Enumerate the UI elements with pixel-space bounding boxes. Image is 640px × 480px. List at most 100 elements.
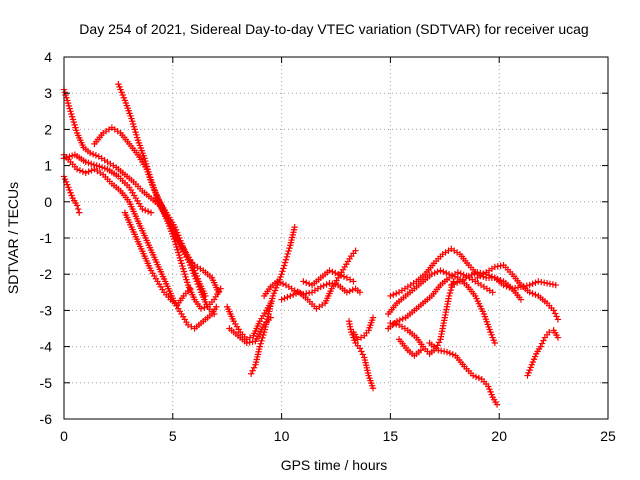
data-point bbox=[471, 270, 478, 277]
data-point bbox=[369, 314, 377, 321]
data-point bbox=[358, 348, 365, 355]
data-point bbox=[554, 316, 562, 323]
data-point bbox=[523, 282, 530, 289]
data-point bbox=[258, 337, 265, 345]
data-point bbox=[540, 279, 548, 286]
data-point bbox=[188, 323, 195, 330]
data-point bbox=[88, 167, 95, 174]
data-point bbox=[92, 152, 100, 159]
data-point bbox=[437, 267, 444, 274]
data-point bbox=[454, 269, 462, 276]
series-arc-25 bbox=[524, 327, 562, 379]
data-point bbox=[256, 343, 264, 350]
x-tick-label: 15 bbox=[383, 428, 399, 444]
data-point bbox=[76, 167, 84, 174]
data-point bbox=[213, 303, 220, 310]
data-point bbox=[260, 331, 267, 339]
series-arc-15 bbox=[345, 318, 377, 392]
data-point bbox=[142, 207, 149, 214]
data-point bbox=[537, 343, 544, 350]
x-tick-label: 0 bbox=[60, 428, 68, 444]
chart-title: Day 254 of 2021, Sidereal Day-to-day VTE… bbox=[79, 21, 588, 37]
data-point bbox=[147, 209, 155, 216]
data-point bbox=[503, 283, 510, 290]
data-point bbox=[326, 280, 333, 287]
data-point bbox=[393, 318, 401, 325]
series-arc-22 bbox=[426, 339, 501, 408]
data-point bbox=[287, 292, 294, 300]
series-arc-14 bbox=[300, 267, 357, 289]
data-point bbox=[276, 279, 284, 286]
data-point bbox=[526, 281, 533, 289]
data-point bbox=[451, 280, 458, 288]
data-point bbox=[472, 373, 480, 380]
data-point bbox=[210, 310, 218, 318]
data-point bbox=[337, 272, 345, 279]
data-point bbox=[387, 319, 394, 327]
data-point bbox=[305, 280, 313, 288]
data-point bbox=[506, 284, 513, 291]
data-point bbox=[469, 372, 477, 379]
data-point bbox=[511, 284, 519, 292]
data-point bbox=[553, 313, 560, 320]
data-point bbox=[440, 348, 448, 355]
data-point bbox=[85, 168, 92, 175]
data-point bbox=[446, 350, 454, 357]
data-point bbox=[500, 281, 507, 289]
axis-ticks bbox=[63, 56, 609, 420]
data-point bbox=[396, 316, 404, 324]
data-point bbox=[197, 305, 205, 312]
data-point bbox=[443, 269, 450, 277]
data-point bbox=[532, 279, 539, 286]
data-point bbox=[453, 279, 461, 286]
data-point bbox=[517, 296, 525, 303]
data-point bbox=[343, 289, 351, 296]
data-point bbox=[292, 290, 300, 297]
series-arc-1 bbox=[60, 86, 222, 296]
data-point bbox=[440, 268, 447, 275]
data-point bbox=[468, 271, 475, 279]
y-axis-tick-labels: -6 -5 -4 -3 -2 -1 0 1 2 3 4 bbox=[40, 49, 53, 427]
data-point bbox=[538, 278, 545, 286]
data-point bbox=[387, 292, 394, 300]
series-arc-8 bbox=[121, 209, 194, 309]
data-point bbox=[82, 169, 89, 177]
data-point bbox=[546, 280, 554, 288]
data-point bbox=[249, 338, 256, 345]
data-point bbox=[74, 205, 82, 213]
data-point bbox=[246, 339, 253, 346]
data-point bbox=[552, 281, 559, 289]
data-point bbox=[86, 149, 94, 157]
data-point bbox=[217, 285, 224, 292]
data-point bbox=[259, 334, 266, 342]
data-point bbox=[356, 345, 364, 352]
data-point bbox=[332, 269, 339, 277]
x-tick-label: 5 bbox=[169, 428, 177, 444]
data-point bbox=[300, 278, 307, 285]
series-arc-18 bbox=[385, 267, 499, 347]
data-point bbox=[390, 291, 397, 298]
data-point bbox=[139, 205, 146, 213]
data-point bbox=[79, 168, 87, 175]
data-point bbox=[448, 281, 455, 289]
y-tick-label: -1 bbox=[40, 230, 53, 246]
data-point bbox=[285, 247, 292, 255]
data-point bbox=[201, 304, 208, 311]
data-point bbox=[399, 315, 406, 323]
data-point bbox=[475, 374, 483, 382]
data-point bbox=[290, 291, 297, 298]
data-point bbox=[281, 262, 288, 269]
data-point bbox=[286, 244, 293, 252]
data-point bbox=[352, 247, 359, 254]
data-point bbox=[428, 271, 435, 278]
data-point bbox=[491, 339, 499, 347]
series-arc-2 bbox=[60, 151, 220, 332]
series-arc-24 bbox=[474, 261, 562, 323]
data-point bbox=[549, 281, 557, 288]
data-point bbox=[543, 280, 551, 287]
data-point bbox=[317, 283, 324, 291]
data-point bbox=[540, 337, 547, 344]
data-point bbox=[437, 347, 445, 355]
data-point bbox=[538, 340, 546, 347]
y-axis-label: SDTVAR / TECUs bbox=[5, 182, 21, 294]
